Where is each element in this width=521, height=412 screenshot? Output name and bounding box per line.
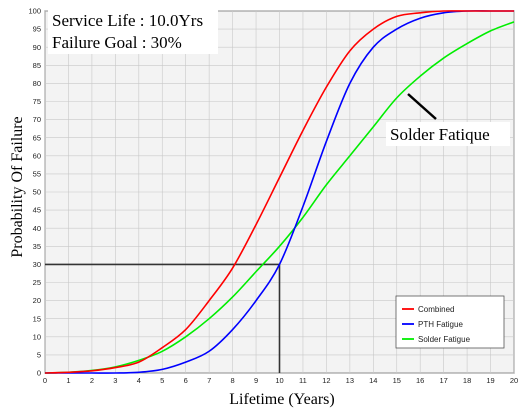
solder-pointer-line xyxy=(407,93,437,120)
y-tick-label: 25 xyxy=(33,278,41,287)
y-tick-label: 30 xyxy=(33,260,41,269)
x-tick-label: 12 xyxy=(322,376,330,385)
series-lines xyxy=(44,10,515,374)
legend: Combined PTH Fatigue Solder Fatigue xyxy=(395,295,505,349)
x-tick-label: 15 xyxy=(393,376,401,385)
solder-label-box xyxy=(386,122,510,146)
x-tick-label: 13 xyxy=(346,376,354,385)
y-tick-label: 80 xyxy=(33,79,41,88)
x-tick-label: 2 xyxy=(90,376,94,385)
x-tick-label: 0 xyxy=(43,376,47,385)
y-tick-label: 50 xyxy=(33,188,41,197)
y-tick-label: 95 xyxy=(33,25,41,34)
y-tick-label: 55 xyxy=(33,170,41,179)
y-tick-label: 35 xyxy=(33,242,41,251)
y-tick-label: 90 xyxy=(33,43,41,52)
x-tick-label: 4 xyxy=(137,376,141,385)
x-tick-label: 14 xyxy=(369,376,377,385)
x-tick-label: 11 xyxy=(299,376,307,385)
x-tick-label: 7 xyxy=(207,376,211,385)
reference-lines xyxy=(45,263,281,373)
x-tick-label: 10 xyxy=(275,376,283,385)
x-tick-label: 5 xyxy=(160,376,164,385)
x-axis-title: Lifetime (Years) xyxy=(229,391,334,408)
service-life-text: Service Life : 10.0Yrs xyxy=(52,11,203,30)
y-tick-label: 20 xyxy=(33,296,41,305)
legend-label: PTH Fatigue xyxy=(418,320,463,329)
x-tick-label: 18 xyxy=(463,376,471,385)
series-line-pth-fatigue xyxy=(45,10,514,374)
x-tick-label: 16 xyxy=(416,376,424,385)
solder-fatique-label: Solder Fatique xyxy=(390,125,490,144)
legend-label: Solder Fatigue xyxy=(418,335,471,344)
y-axis-title: Probability Of Failure xyxy=(9,116,26,257)
x-tick-labels: 0 1 2 3 4 5 6 7 8 9 10 11 12 13 14 15 16 17 18 19 20 xyxy=(43,376,518,385)
service-life-box xyxy=(48,8,218,54)
y-tick-label: 85 xyxy=(33,61,41,70)
x-tick-label: 3 xyxy=(113,376,117,385)
x-tick-label: 17 xyxy=(439,376,447,385)
y-tick-label: 60 xyxy=(33,151,41,160)
x-tick-label: 8 xyxy=(231,376,235,385)
y-tick-label: 75 xyxy=(33,97,41,106)
y-tick-label: 45 xyxy=(33,206,41,215)
x-tick-label: 19 xyxy=(486,376,494,385)
y-tick-label: 5 xyxy=(37,351,41,360)
legend-label: Combined xyxy=(418,305,454,314)
x-tick-label: 20 xyxy=(510,376,518,385)
y-tick-labels: 0 5 10 15 20 25 30 35 40 45 50 55 60 65 70 75 80 85 90 95 10… xyxy=(28,7,41,378)
y-tick-label: 10 xyxy=(33,332,41,341)
y-tick-label: 65 xyxy=(33,133,41,142)
y-tick-label: 100 xyxy=(28,7,41,16)
y-tick-label: 0 xyxy=(37,369,41,378)
y-tick-label: 15 xyxy=(33,314,41,323)
failure-goal-text: Failure Goal : 30% xyxy=(52,33,182,52)
x-tick-label: 6 xyxy=(184,376,188,385)
series-line-combined xyxy=(44,10,514,374)
series-line-solder-fatigue xyxy=(44,21,515,374)
x-tick-label: 1 xyxy=(66,376,70,385)
x-tick-label: 9 xyxy=(254,376,258,385)
y-tick-label: 70 xyxy=(33,115,41,124)
y-tick-label: 40 xyxy=(33,224,41,233)
